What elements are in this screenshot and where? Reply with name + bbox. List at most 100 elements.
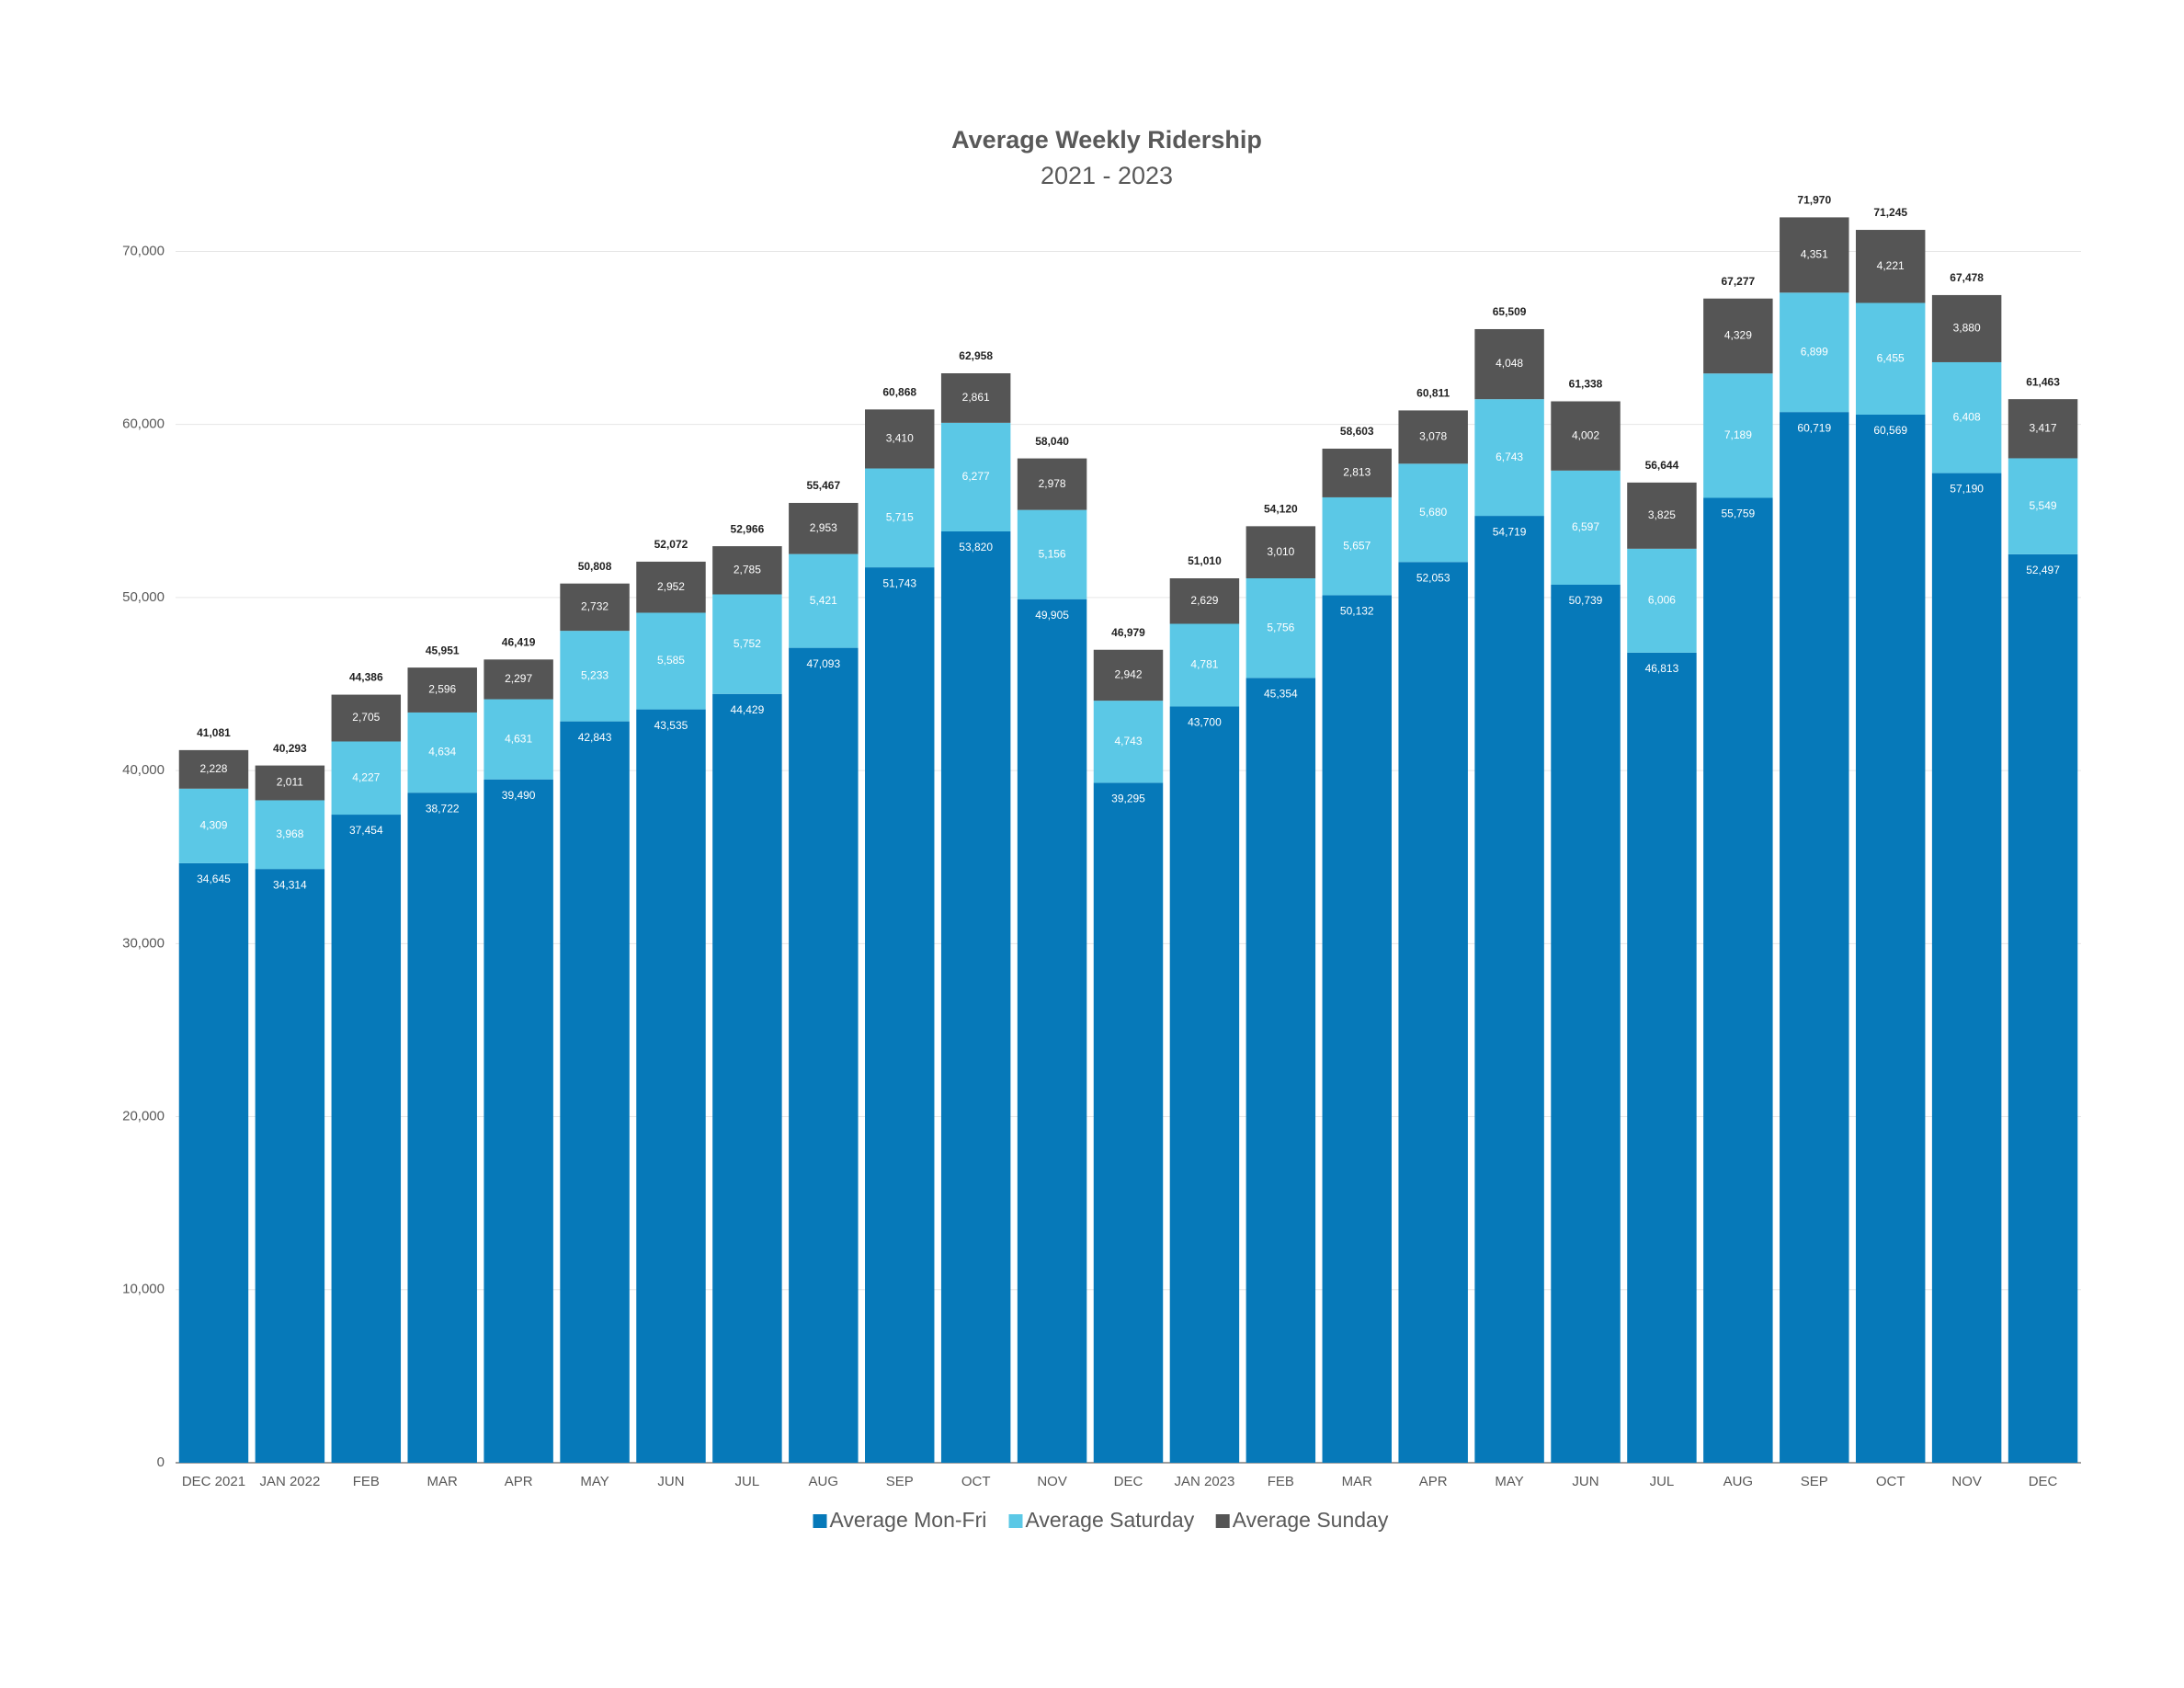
data-label: 2,705 [352,711,380,724]
x-tick-label: FEB [1268,1474,1294,1489]
bar-segment [407,793,477,1463]
bar-segment [1855,414,1926,1464]
total-label: 46,979 [1111,626,1145,639]
bar-segment [712,693,782,1463]
data-label: 52,497 [2026,564,2060,576]
data-label: 39,295 [1111,793,1145,805]
x-tick-label: DEC [1114,1474,1143,1489]
x-tick-label: JUN [1572,1474,1598,1489]
data-label: 2,861 [962,391,990,404]
bar-segment [940,422,1011,532]
total-label: 58,603 [1340,425,1374,438]
total-label: 50,808 [578,560,612,573]
data-label: 5,421 [810,594,837,607]
bar-segment [1474,399,1544,517]
x-tick-label: SEP [1801,1474,1828,1489]
x-tick-label: DEC [2029,1474,2058,1489]
total-label: 65,509 [1493,305,1527,318]
data-label: 5,756 [1267,621,1294,633]
bar-segment [1703,373,1773,498]
bar-segment [1931,473,2002,1464]
data-label: 5,156 [1039,547,1066,560]
bar-segment [1627,548,1697,653]
data-label: 3,880 [1953,322,1981,335]
chart-subtitle: 2021 - 2023 [1041,162,1173,189]
total-label: 56,644 [1645,459,1679,472]
data-label: 6,006 [1648,594,1676,607]
data-label: 43,535 [654,719,688,732]
bar-segment [1855,230,1926,303]
y-tick-label: 50,000 [122,589,165,605]
total-label: 62,958 [959,349,993,362]
bar-segment [1931,294,2002,362]
bar-segment [255,800,325,870]
data-label: 60,569 [1873,424,1907,437]
bar-segment [483,779,553,1463]
data-label: 6,743 [1496,451,1523,463]
x-tick-label: DEC 2021 [182,1474,245,1489]
bar-segment [865,567,935,1463]
data-label: 5,680 [1419,506,1447,519]
bar-segment [560,721,630,1463]
bar-segment [407,667,477,713]
bar-segment [1627,652,1697,1463]
data-label: 51,743 [882,576,916,589]
y-tick-label: 10,000 [122,1282,165,1297]
bar-segment [178,862,249,1463]
bar-segment [2008,399,2078,459]
data-label: 2,813 [1343,466,1371,479]
data-label: 3,825 [1648,508,1676,521]
total-label: 52,966 [731,522,765,535]
total-label: 55,467 [806,479,840,492]
total-label: 41,081 [197,726,231,739]
data-label: 4,781 [1190,658,1218,671]
total-label: 71,970 [1797,194,1831,207]
bar-segment [1474,516,1544,1463]
bar-segment [1780,217,1849,293]
data-label: 6,408 [1953,410,1981,423]
data-label: 2,011 [277,776,303,789]
data-label: 49,905 [1035,609,1069,622]
data-label: 3,078 [1419,430,1447,443]
legend-swatch [1215,1514,1230,1528]
data-label: 4,221 [1877,259,1905,272]
data-label: 60,719 [1797,421,1831,434]
data-label: 45,354 [1264,688,1298,701]
total-label: 60,868 [882,386,916,399]
bar-segment [1169,578,1240,624]
data-label: 34,645 [197,873,231,885]
x-tick-label: JUL [735,1474,760,1489]
x-tick-label: OCT [1876,1474,1905,1489]
data-label: 4,048 [1496,357,1523,370]
legend-label: Average Saturday [1026,1508,1195,1532]
bar-segment [1703,497,1773,1463]
data-label: 3,410 [886,432,914,445]
bar-segment [1246,526,1316,579]
x-tick-label: OCT [961,1474,991,1489]
bar-segment [1398,463,1468,563]
data-label: 3,968 [276,827,303,840]
data-label: 2,978 [1039,477,1066,490]
data-label: 2,732 [581,600,609,613]
data-label: 5,657 [1343,539,1371,552]
total-label: 40,293 [273,742,307,755]
data-label: 5,585 [657,654,685,667]
data-label: 34,314 [273,878,307,891]
x-tick-label: AUG [809,1474,839,1489]
data-label: 4,227 [352,770,380,783]
total-label: 51,010 [1188,554,1222,567]
total-label: 71,245 [1873,206,1907,219]
bar-segment [1017,509,1087,599]
data-label: 53,820 [959,541,993,553]
bar-segment [1246,678,1316,1463]
bar-segment [1322,595,1392,1463]
data-label: 2,953 [810,521,837,534]
x-tick-label: JUN [657,1474,684,1489]
legend-swatch [813,1514,827,1528]
data-label: 42,843 [578,731,612,744]
data-label: 4,743 [1114,735,1142,747]
bar-segment [1322,496,1392,596]
data-label: 2,629 [1190,594,1218,607]
data-label: 37,454 [349,824,383,837]
total-label: 67,478 [1950,271,1984,284]
